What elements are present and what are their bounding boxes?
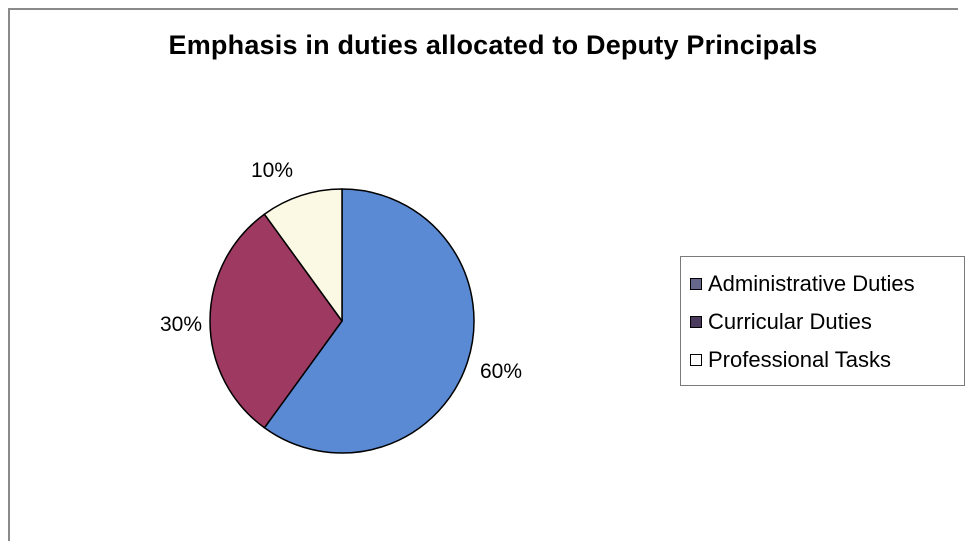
data-label-administrative-duties: 60%: [480, 360, 522, 383]
chart-title: Emphasis in duties allocated to Deputy P…: [168, 30, 818, 60]
legend-item-curricular-duties: Curricular Duties: [681, 303, 964, 341]
data-label-professional-tasks: 10%: [251, 159, 293, 182]
legend-label-curricular-duties: Curricular Duties: [708, 309, 872, 334]
pie-slices: [209, 188, 475, 454]
pie-slice-professional-tasks: [263, 188, 343, 322]
legend-swatch-administrative-duties: [690, 278, 702, 290]
legend-label-professional-tasks: Professional Tasks: [708, 347, 892, 372]
legend-swatch-curricular-duties: [690, 316, 702, 328]
pie-slice-administrative-duties: [263, 188, 475, 454]
legend-item-professional-tasks: Professional Tasks: [681, 341, 964, 379]
chart-legend: Administrative Duties Curricular Duties …: [680, 256, 965, 386]
legend-item-administrative-duties: Administrative Duties: [681, 265, 964, 303]
legend-swatch-professional-tasks: [690, 354, 702, 366]
legend-label-administrative-duties: Administrative Duties: [708, 271, 915, 296]
pie-slice-curricular-duties: [209, 213, 343, 429]
pie-labels: 60% 30% 10%: [160, 159, 522, 383]
data-label-curricular-duties: 30%: [160, 313, 202, 336]
